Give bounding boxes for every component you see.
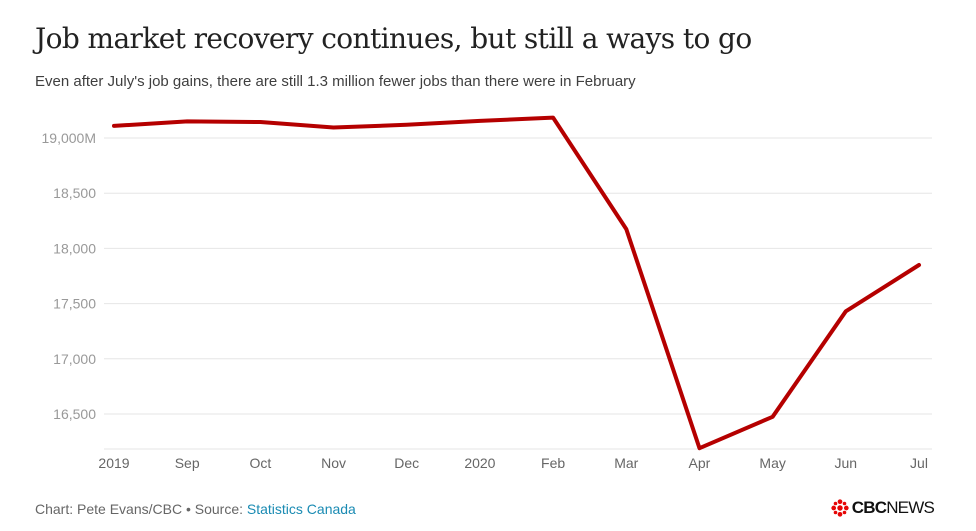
credit-text: Chart: Pete Evans/CBC • Source: bbox=[35, 501, 247, 517]
x-tick-label: Sep bbox=[175, 455, 200, 471]
x-axis-tick-labels: 2019 Sep Oct Nov Dec 2020 Feb Mar Apr May Jun Jul bbox=[98, 455, 928, 471]
logo-suffix: NEWS bbox=[886, 498, 935, 517]
source-link[interactable]: Statistics Canada bbox=[246, 501, 356, 517]
x-tick-label: 2019 bbox=[98, 455, 129, 471]
y-tick-label: 18,000 bbox=[53, 240, 96, 256]
cbc-gem-icon bbox=[831, 499, 849, 517]
x-tick-label: Feb bbox=[541, 455, 565, 471]
x-tick-label: Apr bbox=[689, 455, 711, 471]
chart-credit: Chart: Pete Evans/CBC • Source: Statisti… bbox=[35, 501, 356, 517]
series-line bbox=[112, 115, 921, 451]
x-tick-label: May bbox=[759, 455, 785, 471]
x-tick-label: Mar bbox=[614, 455, 638, 471]
chart-title: Job market recovery continues, but still… bbox=[35, 22, 752, 55]
x-tick-label: Jul bbox=[910, 455, 928, 471]
y-tick-label: 16,500 bbox=[53, 406, 96, 422]
y-axis-tick-labels: 16,500 17,000 17,500 18,000 18,500 19,000M bbox=[42, 130, 97, 422]
gridlines bbox=[104, 137, 932, 450]
x-tick-label: Nov bbox=[321, 455, 346, 471]
y-tick-label: 18,500 bbox=[53, 185, 96, 201]
logo-brand: CBC bbox=[851, 498, 887, 517]
logo-wordmark: CBCNEWS bbox=[851, 498, 935, 518]
x-tick-label: Jun bbox=[835, 455, 858, 471]
y-tick-label: 17,500 bbox=[53, 296, 96, 312]
y-tick-label: 19,000M bbox=[42, 130, 96, 146]
x-tick-label: Dec bbox=[394, 455, 419, 471]
x-tick-label: Oct bbox=[249, 455, 271, 471]
cbc-news-logo: CBCNEWS bbox=[831, 498, 935, 518]
y-tick-label: 17,000 bbox=[53, 351, 96, 367]
x-tick-label: 2020 bbox=[464, 455, 495, 471]
chart-subtitle: Even after July's job gains, there are s… bbox=[35, 73, 636, 90]
series-layer bbox=[112, 115, 921, 451]
